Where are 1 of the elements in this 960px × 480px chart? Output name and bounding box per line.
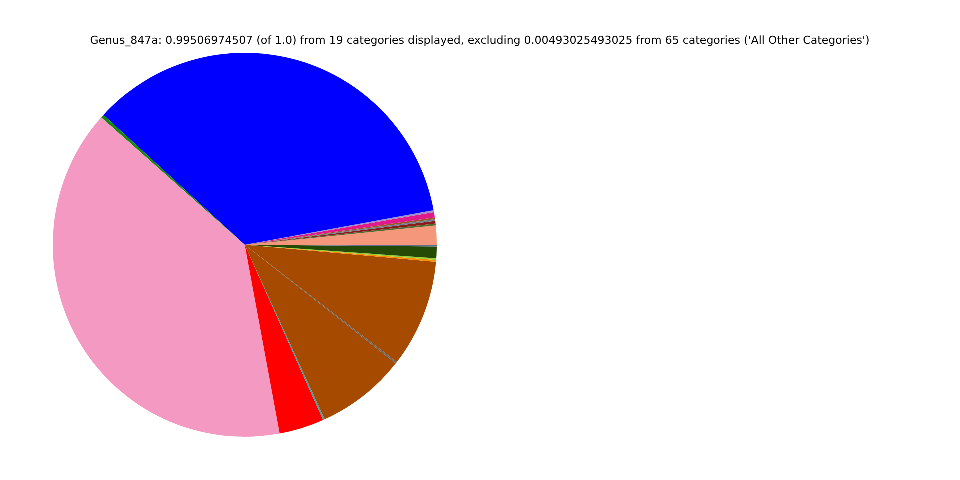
text: Genus_847a: 0.99506974507 (of 1.0) from 19 categories displayed, excluding 0.00493025493025 from 65 categories ('All Other Categories'): [89, 34, 871, 47]
